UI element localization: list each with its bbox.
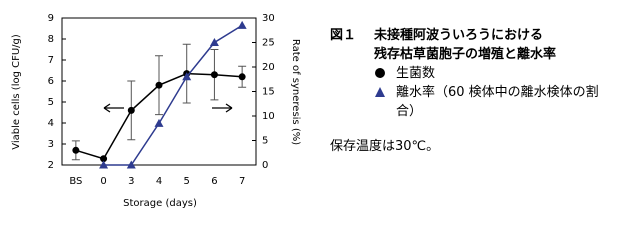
x-tick-label: 7 [239,176,245,187]
x-tick-label: 4 [156,176,162,187]
y2-axis-title: Rate of syneresis (%) [290,39,301,145]
point [155,81,163,89]
x-tick-label: 0 [100,176,106,187]
caption-title: 図１ 未接種阿波ういろうにおける 残存枯草菌胞子の増殖と離水率 [330,26,615,64]
y2-tick-label: 20 [262,62,275,73]
point [238,73,246,81]
legend-marker [375,87,385,97]
point [100,155,108,163]
y-tick-label: 2 [48,160,54,171]
arrow [103,103,124,113]
y2-tick-label: 25 [262,38,275,49]
legend-label: 離水率（60 検体中の離水検体の割合） [396,85,599,119]
title-line: 残存枯草菌胞子の増殖と離水率 [374,47,557,62]
figure-label: 図１ [330,28,357,43]
title-line: 未接種阿波ういろうにおける [374,28,544,43]
x-tick-label: BS [69,176,82,187]
point [72,146,80,154]
y-tick-label: 3 [48,139,54,150]
y-axis-title: Viable cells (log CFU/g) [11,34,22,150]
caption: 図１ 未接種阿波ういろうにおける 残存枯草菌胞子の増殖と離水率 生菌数 離水率（6… [330,26,615,156]
x-tick-label: 3 [128,176,134,187]
point [210,71,218,79]
x-axis-title: Storage (days) [123,198,197,209]
legend-circle [375,68,385,78]
y-tick-label: 6 [48,76,54,87]
point [99,160,109,169]
y2-tick-label: 10 [262,111,275,122]
x-tick-label: 5 [184,176,190,187]
y-tick-label: 4 [48,118,54,129]
y2-tick-label: 15 [262,87,275,98]
page: Storage (days) Viable cells (log CFU/g) … [11,13,615,209]
point [154,118,164,127]
legend-item: 離水率（60 検体中の離水検体の割合） [374,83,615,121]
series-line [103,24,243,166]
point [126,160,136,169]
point [182,72,192,81]
y2-tick-label: 30 [262,13,275,24]
legend-triangle [375,87,385,97]
y-tick-label: 7 [48,55,54,66]
y-tick-label: 8 [48,34,54,45]
y-tick-label: 5 [48,97,54,108]
point [209,38,219,46]
y-tick-label: 9 [48,13,54,24]
y2-tick-label: 0 [262,160,268,171]
x-tick-label: 6 [211,176,217,187]
y2-tick-label: 5 [262,136,268,147]
point [237,20,247,29]
note: 保存温度は30℃。 [330,139,440,154]
legend-item: 生菌数 [374,64,615,83]
chart: Storage (days) Viable cells (log CFU/g) … [11,13,301,209]
arrow [212,103,233,113]
legend-marker [375,68,385,78]
legend-label: 生菌数 [396,66,436,81]
point [127,106,135,114]
